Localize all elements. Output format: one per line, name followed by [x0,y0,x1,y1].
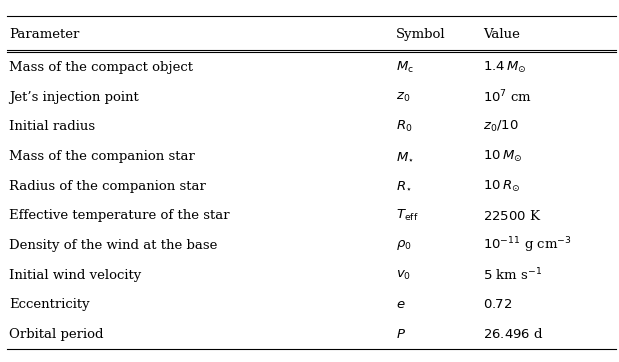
Text: Value: Value [483,28,520,41]
Text: $10^7$ cm: $10^7$ cm [483,89,532,105]
Text: $10\,M_{\odot}$: $10\,M_{\odot}$ [483,149,522,164]
Text: Density of the wind at the base: Density of the wind at the base [9,239,218,252]
Text: Jet’s injection point: Jet’s injection point [9,90,139,104]
Text: $1.4\,M_{\odot}$: $1.4\,M_{\odot}$ [483,60,526,75]
Text: Orbital period: Orbital period [9,328,104,341]
Text: Radius of the companion star: Radius of the companion star [9,180,206,193]
Text: Parameter: Parameter [9,28,80,41]
Text: $10^{-11}$ g cm$^{-3}$: $10^{-11}$ g cm$^{-3}$ [483,236,571,255]
Text: $z_0$: $z_0$ [396,90,410,104]
Text: Mass of the compact object: Mass of the compact object [9,61,193,74]
Text: Mass of the companion star: Mass of the companion star [9,150,195,163]
Text: $0.72$: $0.72$ [483,298,512,311]
Text: $M_{\star}$: $M_{\star}$ [396,150,414,163]
Text: $10\,R_{\odot}$: $10\,R_{\odot}$ [483,178,520,194]
Text: Eccentricity: Eccentricity [9,298,90,311]
Text: $R_0$: $R_0$ [396,119,413,134]
Text: $T_{\mathrm{eff}}$: $T_{\mathrm{eff}}$ [396,208,418,223]
Text: Symbol: Symbol [396,28,446,41]
Text: $z_0/10$: $z_0/10$ [483,119,519,134]
Text: $P$: $P$ [396,328,406,341]
Text: $e$: $e$ [396,298,405,311]
Text: $5$ km s$^{-1}$: $5$ km s$^{-1}$ [483,267,542,283]
Text: Effective temperature of the star: Effective temperature of the star [9,209,230,222]
Text: $M_{\mathrm{c}}$: $M_{\mathrm{c}}$ [396,60,414,75]
Text: Initial radius: Initial radius [9,120,95,133]
Text: $26.496$ d: $26.496$ d [483,328,543,341]
Text: $22500$ K: $22500$ K [483,209,542,223]
Text: $v_0$: $v_0$ [396,269,411,282]
Text: $R_{\star}$: $R_{\star}$ [396,180,412,193]
Text: Initial wind velocity: Initial wind velocity [9,269,142,282]
Text: $\rho_0$: $\rho_0$ [396,239,412,252]
